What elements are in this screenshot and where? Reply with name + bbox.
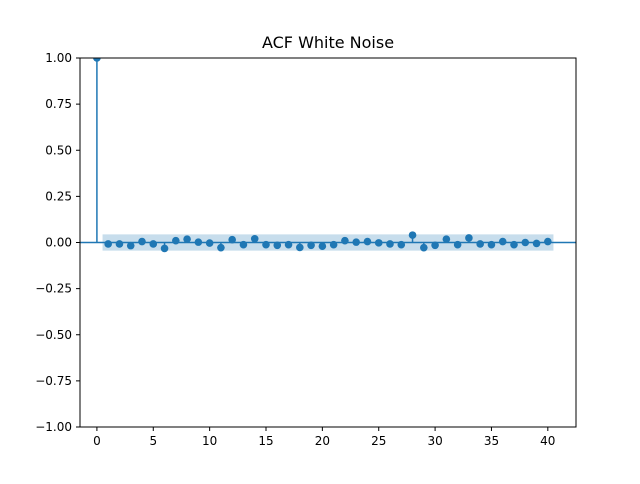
x-tick-label: 5 [149,434,157,448]
acf-point [250,235,259,243]
acf-point [487,240,496,249]
acf-point [318,242,327,250]
acf-point [363,237,372,246]
acf-point [341,236,349,245]
acf-point [431,241,439,250]
acf-point [205,239,214,247]
acf-point [307,241,315,250]
acf-point [498,237,507,246]
acf-point [397,240,406,249]
acf-point [420,243,428,252]
acf-point [442,235,451,243]
y-tick-label: −0.50 [35,328,72,342]
chart-title: ACF White Noise [261,33,395,52]
acf-point [544,237,552,246]
acf-point [273,241,282,250]
acf-point [510,240,518,249]
x-tick-label: 25 [371,434,386,448]
acf-point [408,231,417,239]
acf-point [284,240,293,249]
acf-point [194,238,203,246]
y-tick-label: 0.50 [45,143,72,157]
acf-point [183,235,191,243]
acf-point [386,240,394,248]
y-tick-label: −1.00 [35,420,72,434]
acf-point [352,238,360,246]
acf-point [149,240,158,248]
acf-point [172,236,180,245]
acf-point [532,239,541,248]
acf-point [239,240,248,249]
acf-point [138,237,146,246]
y-tick-label: 1.00 [45,51,72,65]
acf-point [262,240,270,249]
acf-point [329,240,338,249]
x-tick-label: 40 [540,434,555,448]
acf-point [160,244,169,253]
y-tick-label: 0.75 [45,97,72,111]
y-tick-label: 0.25 [45,189,72,203]
x-tick-label: 0 [93,434,101,448]
acf-point [228,235,236,244]
acf-point [296,243,304,252]
acf-point [104,240,112,248]
y-tick-label: −0.25 [35,282,72,296]
acf-point [93,58,101,62]
acf-point [126,241,135,250]
x-tick-label: 35 [484,434,499,448]
acf-point [521,238,530,247]
y-tick-label: −0.75 [35,374,72,388]
acf-point [465,234,473,242]
acf-point [217,243,225,252]
x-tick-label: 10 [202,434,217,448]
x-tick-label: 15 [258,434,273,448]
y-tick-label: 0.00 [45,236,72,250]
x-tick-label: 30 [427,434,442,448]
acf-point [453,240,462,249]
acf-point [476,240,484,248]
x-tick-label: 20 [315,434,330,448]
acf-point [374,239,383,247]
acf-point [115,240,124,248]
